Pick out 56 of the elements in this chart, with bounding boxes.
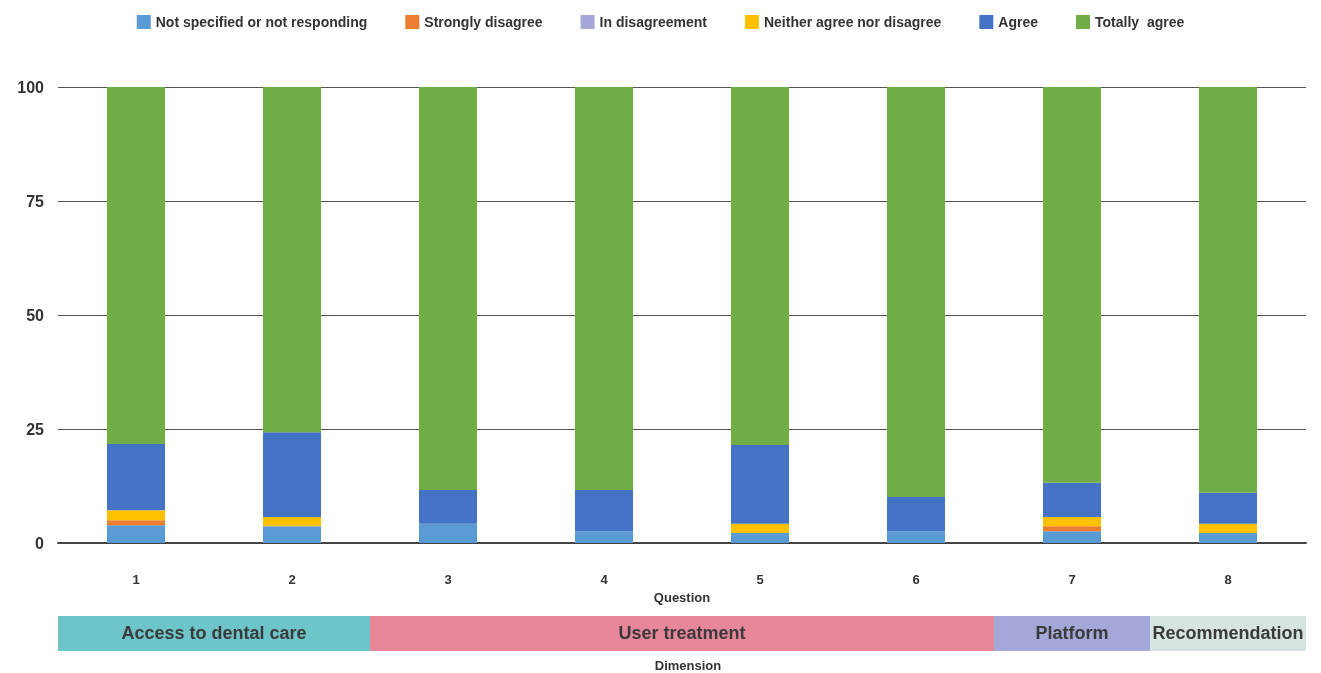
x-axis-title: Question [653,589,711,605]
bar [107,444,165,511]
bar [1199,523,1257,533]
text: User treatment [370,616,994,651]
x-tick-label: 2 [288,572,296,587]
bar [1043,531,1101,543]
bar [575,490,633,532]
bar [575,531,633,543]
text: Dimension [653,658,723,673]
y-tick-label: 50 [26,306,45,324]
bar [107,525,165,543]
bar [419,87,477,491]
bar [575,87,633,491]
legend-label: Strongly disagree [424,14,543,30]
bar [263,526,321,543]
legend-label: Not specified or not responding [155,14,368,30]
legend-label: Totally agree [1095,14,1185,30]
bar [887,87,945,497]
y-tick-label: 100 [17,78,45,96]
text: Recommendation [1150,616,1306,651]
x-tick-label: 6 [912,572,920,587]
x-tick-label: 8 [1224,572,1232,587]
x-tick-label: 5 [756,572,764,587]
bar [887,531,945,543]
bar [1043,482,1101,518]
bar [731,87,789,445]
bar [107,510,165,521]
x-tick-label: 3 [444,572,452,587]
bar [1199,532,1257,543]
bar [731,532,789,543]
bar [419,490,477,524]
y-tick-label: 75 [26,192,45,210]
bar [1043,517,1101,527]
text: Access to dental care [58,616,370,651]
bar [887,496,945,532]
y-tick-label: 25 [26,420,45,438]
x-tick-label: 7 [1068,572,1076,587]
x-tick-label: 1 [132,572,140,587]
bar [1043,526,1101,532]
legend-label: Agree [998,14,1039,30]
bar [419,523,477,543]
bar [263,432,321,518]
legend-label: Neither agree nor disagree [763,14,942,30]
x-tick-label: 4 [600,572,609,587]
bar [1199,492,1257,524]
bar [263,87,321,433]
bar [731,523,789,533]
bar [107,520,165,526]
bar [1199,87,1257,493]
bar [731,444,789,524]
text: Platform [994,616,1150,651]
bar [1043,87,1101,483]
bar [107,87,165,445]
y-tick-label: 0 [35,534,45,552]
bar [263,517,321,527]
legend-label: In disagreement [599,14,708,30]
